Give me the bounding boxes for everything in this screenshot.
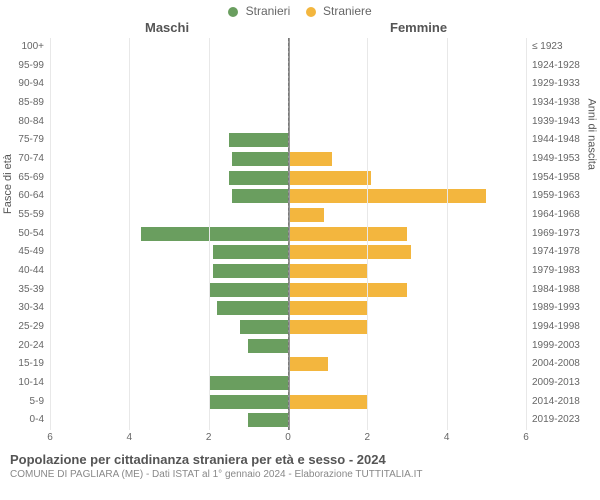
legend-label-female: Straniere (323, 4, 372, 18)
x-tick: 4 (127, 432, 133, 443)
age-label: 90-94 (0, 75, 48, 92)
birth-label: 1924-1928 (528, 57, 600, 74)
legend-label-male: Stranieri (246, 4, 291, 18)
chart-container: Stranieri Straniere Maschi Femmine Fasce… (0, 0, 600, 500)
birth-label: 1989-1993 (528, 299, 600, 316)
age-label: 55-59 (0, 206, 48, 223)
chart-subtitle: COMUNE DI PAGLIARA (ME) - Dati ISTAT al … (0, 467, 600, 480)
bar-male (240, 320, 288, 334)
birth-label: 1964-1968 (528, 206, 600, 223)
x-tick: 6 (523, 432, 529, 443)
x-axis: 6 4 2 0 2 4 6 (50, 432, 526, 446)
age-label: 95-99 (0, 57, 48, 74)
age-label: 25-29 (0, 318, 48, 335)
bar-female (288, 301, 367, 315)
birth-labels: ≤ 1923 1924-19281929-1933 1934-1938 1939-19… (528, 38, 600, 430)
bar-male (248, 339, 288, 353)
birth-label: 1974-1978 (528, 243, 600, 260)
bar-male (248, 413, 288, 427)
grid-line (209, 38, 210, 430)
x-tick: 0 (285, 432, 291, 443)
chart-title: Popolazione per cittadinanza straniera p… (0, 446, 600, 467)
age-label: 10-14 (0, 374, 48, 391)
x-tick: 2 (206, 432, 212, 443)
grid-line (50, 38, 51, 430)
birth-label: 1959-1963 (528, 187, 600, 204)
bar-female (288, 152, 332, 166)
birth-label: 1994-1998 (528, 318, 600, 335)
header-male: Maschi (145, 20, 189, 35)
birth-label: 2004-2008 (528, 355, 600, 372)
age-label: 5-9 (0, 393, 48, 410)
age-label: 60-64 (0, 187, 48, 204)
legend: Stranieri Straniere (0, 0, 600, 20)
birth-label: 1979-1983 (528, 262, 600, 279)
x-tick: 4 (444, 432, 450, 443)
bar-female (288, 357, 328, 371)
age-label: 50-54 (0, 225, 48, 242)
legend-swatch-male (228, 7, 238, 17)
header-female: Femmine (390, 20, 447, 35)
age-label: 15-19 (0, 355, 48, 372)
grid-line (367, 38, 368, 430)
birth-label: 1954-1958 (528, 169, 600, 186)
grid-line (129, 38, 130, 430)
age-label: 75-79 (0, 131, 48, 148)
grid-line (526, 38, 527, 430)
birth-label: 1999-2003 (528, 337, 600, 354)
column-headers: Maschi Femmine (0, 20, 600, 38)
birth-label: 1944-1948 (528, 131, 600, 148)
age-label: 85-89 (0, 94, 48, 111)
age-label: 40-44 (0, 262, 48, 279)
birth-label: 2014-2018 (528, 393, 600, 410)
bar-male (229, 133, 289, 147)
bar-male (213, 245, 288, 259)
birth-label: 1939-1943 (528, 113, 600, 130)
bar-female (288, 245, 411, 259)
birth-label: 2019-2023 (528, 411, 600, 428)
plot-area (50, 38, 526, 430)
age-label: 65-69 (0, 169, 48, 186)
bar-male (217, 301, 288, 315)
age-labels: 100+ 95-9990-94 85-89 80-8475-79 70-74 65-696… (0, 38, 48, 430)
center-axis-line (288, 38, 290, 430)
grid-line (447, 38, 448, 430)
legend-swatch-female (306, 7, 316, 17)
bar-male (232, 189, 288, 203)
bar-male (141, 227, 288, 241)
birth-label: ≤ 1923 (528, 38, 600, 55)
bar-male (209, 395, 288, 409)
birth-label: 1949-1953 (528, 150, 600, 167)
bar-male (213, 264, 288, 278)
x-tick: 2 (365, 432, 371, 443)
birth-label: 2009-2013 (528, 374, 600, 391)
bar-female (288, 189, 486, 203)
bar-female (288, 227, 407, 241)
bar-female (288, 320, 367, 334)
birth-label: 1929-1933 (528, 75, 600, 92)
bar-female (288, 171, 371, 185)
bar-female (288, 264, 367, 278)
age-label: 100+ (0, 38, 48, 55)
birth-label: 1969-1973 (528, 225, 600, 242)
age-label: 70-74 (0, 150, 48, 167)
age-label: 45-49 (0, 243, 48, 260)
x-tick: 6 (47, 432, 53, 443)
age-label: 20-24 (0, 337, 48, 354)
bar-female (288, 395, 367, 409)
legend-male: Stranieri (228, 4, 290, 18)
birth-label: 1984-1988 (528, 281, 600, 298)
bar-male (209, 376, 288, 390)
bar-female (288, 208, 324, 222)
bar-female (288, 283, 407, 297)
age-label: 80-84 (0, 113, 48, 130)
bar-male (229, 171, 289, 185)
legend-female: Straniere (306, 4, 372, 18)
bar-male (232, 152, 288, 166)
age-label: 0-4 (0, 411, 48, 428)
age-label: 35-39 (0, 281, 48, 298)
birth-label: 1934-1938 (528, 94, 600, 111)
bar-male (209, 283, 288, 297)
age-label: 30-34 (0, 299, 48, 316)
